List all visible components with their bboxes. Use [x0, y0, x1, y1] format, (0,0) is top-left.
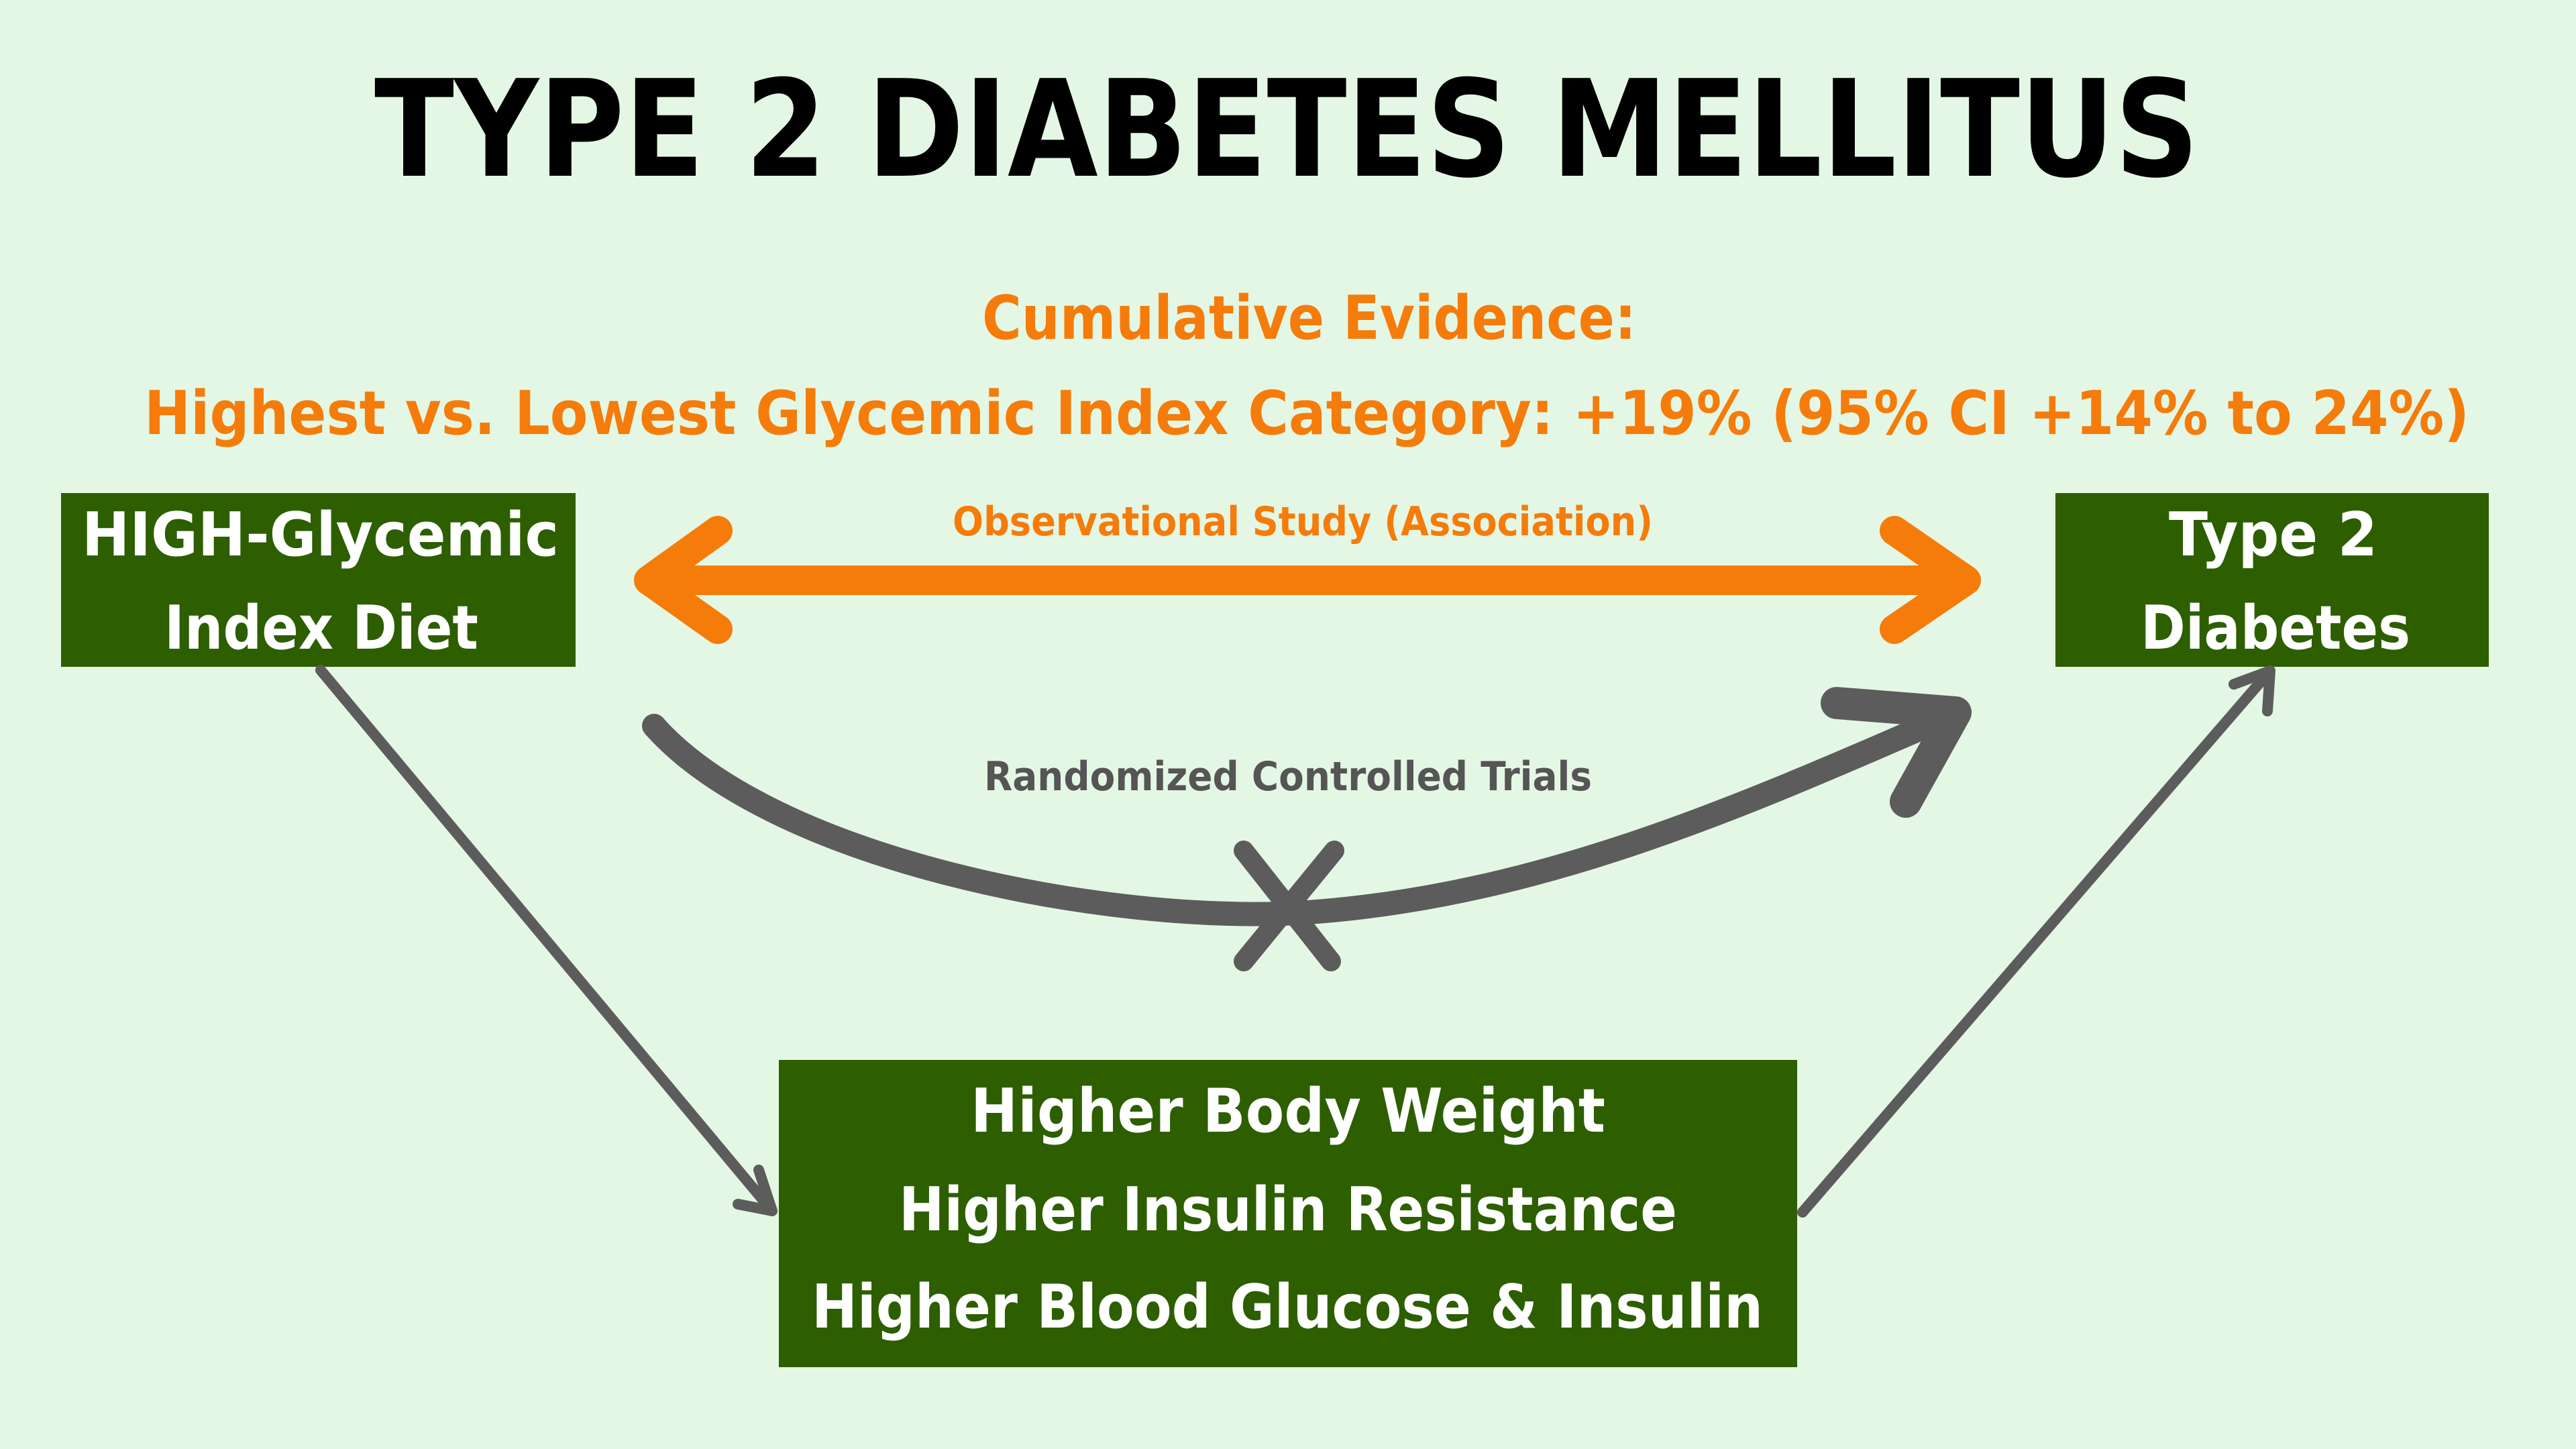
mediator-1: Higher Body Weight [971, 1076, 1605, 1146]
exposure-line-2: Index Diet [164, 593, 478, 663]
observational-double-arrow [634, 516, 1981, 644]
rct-label: Randomized Controlled Trials [984, 753, 1592, 800]
cross-icon [1234, 841, 1344, 971]
exposure-to-mediators-arrow [315, 665, 777, 1216]
rct-curved-arrow [642, 687, 1972, 926]
mediators-to-outcome-arrow [1797, 665, 2275, 1218]
outcome-box: Type 2 Diabetes [2055, 493, 2489, 667]
exposure-line-1: HIGH-Glycemic [82, 500, 559, 570]
outcome-line-2: Diabetes [2141, 593, 2410, 663]
mediator-2: Higher Insulin Resistance [899, 1175, 1677, 1245]
mediator-3: Higher Blood Glucose & Insulin [812, 1272, 1763, 1342]
observational-label: Observational Study (Association) [953, 498, 1653, 545]
exposure-box: HIGH-Glycemic Index Diet [61, 493, 576, 667]
page-title: TYPE 2 DIABETES MELLITUS [374, 52, 2199, 208]
mediators-box: Higher Body Weight Higher Insulin Resist… [779, 1060, 1797, 1367]
outcome-line-1: Type 2 [2169, 500, 2377, 570]
evidence-detail: Highest vs. Lowest Glycemic Index Catego… [144, 378, 2469, 449]
evidence-heading: Cumulative Evidence: [982, 283, 1636, 354]
